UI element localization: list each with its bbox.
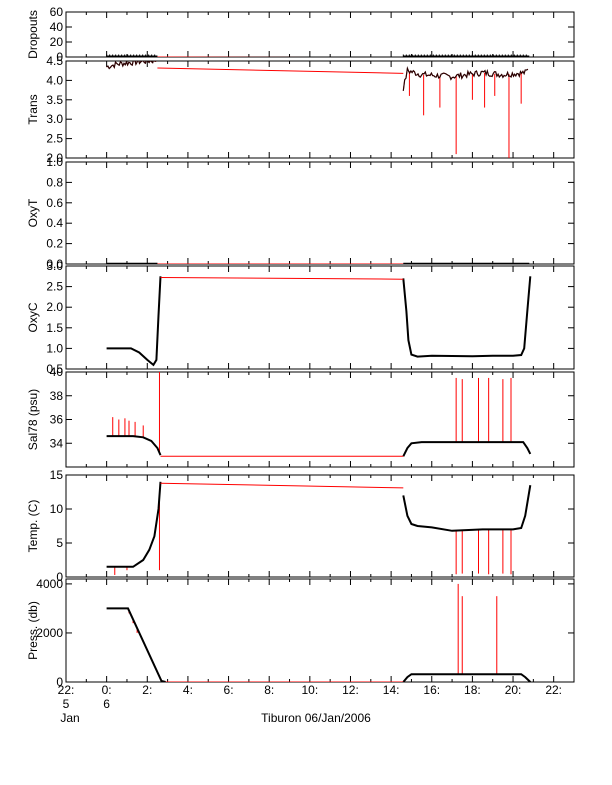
panel-frame — [65, 474, 575, 578]
y-tick-label: 0 — [56, 675, 63, 689]
series-line — [106, 481, 162, 568]
y-axis-label: OxyT — [26, 198, 40, 227]
panel-frame — [65, 161, 575, 265]
y-tick-label: 2.0 — [46, 300, 63, 314]
y-tick-label: 2.5 — [46, 280, 63, 294]
x-tick-label: 22: — [545, 683, 562, 697]
panel-6: 0 5 10 15 Temp. (C) — [26, 468, 575, 584]
y-tick-label: 15 — [50, 468, 64, 482]
series-line — [402, 66, 529, 91]
y-tick-label: 4000 — [36, 577, 63, 591]
panel-frame — [65, 265, 575, 370]
x-axis-title: Tiburon 06/Jan/2006 — [261, 711, 371, 725]
x-tick-label: 12: — [342, 683, 359, 697]
x-tick-label: 18: — [464, 683, 481, 697]
panel-frame — [65, 60, 575, 159]
y-tick-label: 5 — [56, 536, 63, 550]
series-line — [106, 276, 162, 367]
y-tick-label: 2000 — [36, 626, 63, 640]
panel-7: 0 2000 4000 Press. (db) — [26, 577, 575, 689]
y-tick-label: 0.4 — [46, 216, 63, 230]
x-tick-label: 8: — [264, 683, 274, 697]
y-tick-label: 0 — [56, 50, 63, 64]
y-tick-label: 2.0 — [46, 151, 63, 165]
panel-plot-area — [106, 372, 532, 457]
y-tick-label: 20 — [50, 35, 64, 49]
y-tick-label: 3.5 — [46, 93, 63, 107]
panel-4: 0.5 1.0 1.5 2.0 2.5 3.0 OxyC — [26, 259, 575, 376]
y-tick-label: 34 — [50, 436, 64, 450]
panel-plot-area — [106, 481, 532, 575]
y-tick-label: 2.5 — [46, 132, 63, 146]
x-tick-label: 14: — [383, 683, 400, 697]
series-line — [402, 276, 532, 358]
panel-frame — [65, 578, 575, 683]
y-tick-label: 3.0 — [46, 259, 63, 273]
x-tick-label: 4: — [183, 683, 193, 697]
x-tick-label: 20: — [505, 683, 522, 697]
y-tick-label: 4.0 — [46, 73, 63, 87]
y-tick-label: 40 — [50, 20, 64, 34]
series-line — [106, 607, 166, 682]
series-line — [402, 673, 531, 682]
y-tick-label: 60 — [50, 5, 64, 19]
x-tick-label: 22: — [58, 683, 75, 697]
x-tick-label: 0: — [102, 683, 112, 697]
y-tick-label: 1.5 — [46, 321, 63, 335]
panel-3: 0.0 0.2 0.4 0.6 0.8 1.0 OxyT — [26, 155, 575, 271]
series-line — [160, 482, 404, 489]
x-tick-label: 6: — [224, 683, 234, 697]
x-tick-label: 10: — [301, 683, 318, 697]
panel-frame — [65, 371, 575, 468]
y-axis-label: Temp. (C) — [26, 500, 40, 553]
y-tick-label: 0.6 — [46, 196, 63, 210]
y-tick-label: 1.0 — [46, 341, 63, 355]
y-axis-label: Trans — [26, 94, 40, 124]
y-tick-label: 0.8 — [46, 175, 63, 189]
y-tick-label: 40 — [50, 365, 64, 379]
month-label: Jan — [60, 711, 79, 725]
panel-2: 2.0 2.5 3.0 3.5 4.0 4.5 Trans — [26, 54, 575, 165]
y-tick-label: 0 — [56, 570, 63, 584]
y-tick-label: 36 — [50, 413, 64, 427]
panel-plot-area — [106, 61, 529, 158]
panel-plot-area — [106, 583, 531, 682]
series-line — [160, 277, 404, 280]
y-axis-label: Dropouts — [26, 10, 40, 59]
y-tick-label: 0.2 — [46, 237, 63, 251]
y-axis-label: Press. (db) — [26, 601, 40, 660]
y-tick-label: 4.5 — [46, 54, 63, 68]
series-line — [157, 67, 404, 74]
y-axis-label: OxyC — [26, 302, 40, 332]
x-tick-sublabel: 6 — [103, 697, 110, 711]
series-line — [106, 61, 157, 70]
panel-5: 34 36 38 40 Sal78 (psu) — [26, 365, 575, 468]
y-tick-label: 3.0 — [46, 112, 63, 126]
y-tick-label: 0.0 — [46, 257, 63, 271]
y-tick-label: 10 — [50, 502, 64, 516]
x-tick-sublabel: 5 — [63, 697, 70, 711]
panel-plot-area — [106, 276, 532, 367]
x-tick-label: 16: — [423, 683, 440, 697]
series-line — [402, 485, 532, 532]
series-line — [402, 441, 532, 457]
panel-frame — [65, 11, 575, 58]
y-tick-label: 0.5 — [46, 362, 63, 376]
panel-plot-area — [106, 54, 530, 57]
x-tick-label: 2: — [142, 683, 152, 697]
series-line — [106, 435, 162, 456]
y-axis-label: Sal78 (psu) — [26, 389, 40, 450]
y-tick-label: 38 — [50, 389, 64, 403]
y-tick-label: 1.0 — [46, 155, 63, 169]
